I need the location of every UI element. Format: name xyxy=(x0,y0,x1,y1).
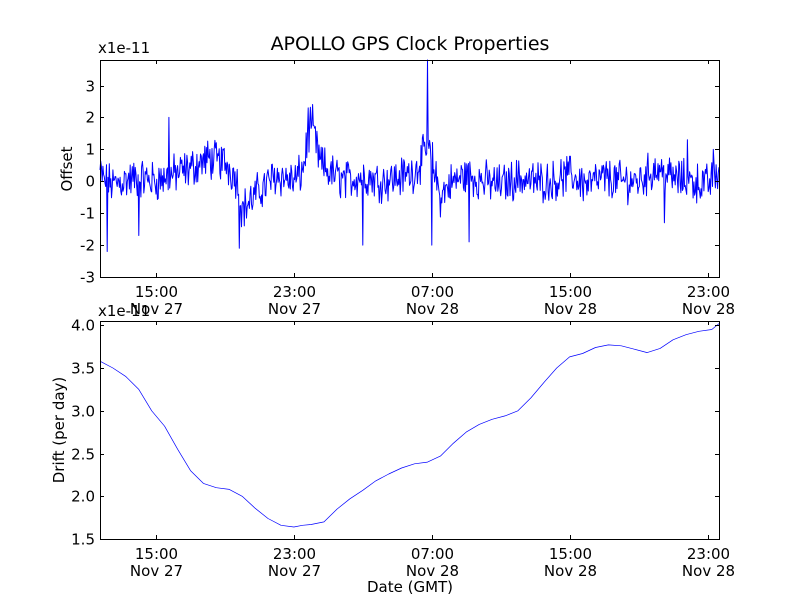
x-tick-label-time: 23:00 xyxy=(273,545,316,563)
x-tick-label-date: Nov 27 xyxy=(130,562,183,580)
y-tick-label: -3 xyxy=(80,269,95,287)
offset-series-line xyxy=(99,59,720,252)
x-tick-label-date: Nov 27 xyxy=(268,562,321,580)
x-tick-label-date: Nov 28 xyxy=(544,562,597,580)
y-tick-label: -2 xyxy=(80,237,95,255)
x-tick-label-time: 07:00 xyxy=(411,545,454,563)
x-tick-label-date: Nov 28 xyxy=(544,300,597,318)
x-tick-label-time: 23:00 xyxy=(687,545,730,563)
y-tick-label: 2.5 xyxy=(71,446,95,464)
x-tick-label-date: Nov 28 xyxy=(682,562,735,580)
y-tick-label: 3 xyxy=(85,78,95,96)
y-tick-label: 3.5 xyxy=(71,360,95,378)
y-tick-label: 2.0 xyxy=(71,488,95,506)
drift-series-line xyxy=(99,323,720,528)
x-tick-label-time: 23:00 xyxy=(687,283,730,301)
x-tick-label-date: Nov 28 xyxy=(682,300,735,318)
y-tick-label: 1 xyxy=(85,141,95,159)
offset-multiplier: x1e-11 xyxy=(98,39,150,57)
offset-y-ticks: -3 -2 -1 0 1 2 3 xyxy=(80,78,719,287)
drift-y-ticks: 1.5 2.0 2.5 3.0 3.5 4.0 xyxy=(71,317,719,549)
x-tick-label-date: Nov 28 xyxy=(406,562,459,580)
y-tick-label: 3.0 xyxy=(71,403,95,421)
chart-title: APOLLO GPS Clock Properties xyxy=(271,33,550,55)
x-tick-label-date: Nov 28 xyxy=(406,300,459,318)
x-tick-label-time: 15:00 xyxy=(549,283,592,301)
x-tick-label-time: 23:00 xyxy=(273,283,316,301)
x-tick-label-time: 15:00 xyxy=(135,545,178,563)
x-axis-label: Date (GMT) xyxy=(367,578,453,596)
x-tick-label-time: 15:00 xyxy=(549,545,592,563)
offset-line-path xyxy=(99,59,720,252)
x-tick-label-date: Nov 27 xyxy=(130,300,183,318)
offset-y-axis-label: Offset xyxy=(58,146,76,191)
y-tick-label: 0 xyxy=(85,173,95,191)
y-tick-label: 1.5 xyxy=(71,531,95,549)
y-tick-label: -1 xyxy=(80,205,95,223)
drift-line-path xyxy=(99,323,720,528)
x-tick-label-date: Nov 27 xyxy=(268,300,321,318)
x-tick-label-time: 15:00 xyxy=(135,283,178,301)
offset-plot-frame xyxy=(100,60,720,278)
y-tick-label: 4.0 xyxy=(71,317,95,335)
drift-plot-frame xyxy=(100,321,720,540)
drift-multiplier: x1e-11 xyxy=(98,302,150,320)
drift-y-axis-label: Drift (per day) xyxy=(50,377,68,484)
y-tick-label: 2 xyxy=(85,109,95,127)
x-tick-label-time: 07:00 xyxy=(411,283,454,301)
